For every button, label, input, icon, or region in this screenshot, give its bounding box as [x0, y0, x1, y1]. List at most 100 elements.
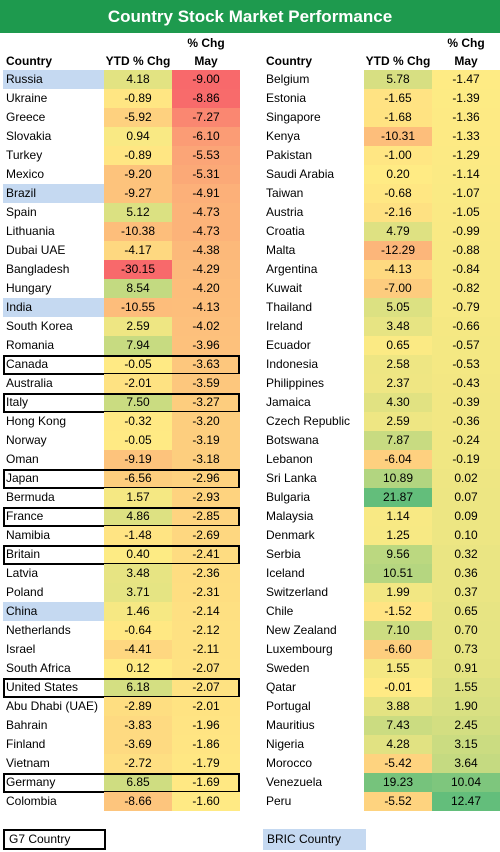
table-row: Bermuda 1.57 -2.93 — [3, 488, 240, 507]
country-cell: Latvia — [6, 566, 39, 580]
may-cell: -1.86 — [172, 735, 240, 754]
ytd-cell: -7.00 — [364, 279, 432, 298]
country-cell: Vietnam — [6, 756, 50, 770]
country-cell: Bulgaria — [266, 490, 311, 504]
ytd-cell: 7.10 — [364, 621, 432, 640]
may-cell: -2.01 — [172, 697, 240, 716]
may-cell: 2.45 — [432, 716, 500, 735]
country-cell: Hungary — [6, 281, 52, 295]
country-cell: Nigeria — [266, 737, 305, 751]
table-row: Russia 4.18 -9.00 — [3, 70, 240, 89]
table-row: India -10.55 -4.13 — [3, 298, 240, 317]
table-row: Vietnam -2.72 -1.79 — [3, 754, 240, 773]
country-cell: Norway — [6, 433, 47, 447]
may-cell: -5.31 — [172, 165, 240, 184]
may-cell: -5.53 — [172, 146, 240, 165]
may-cell: 10.04 — [432, 773, 500, 792]
country-cell: Dubai UAE — [6, 243, 66, 257]
ytd-cell: 4.18 — [104, 70, 172, 89]
may-cell: -0.43 — [432, 374, 500, 393]
country-cell: Australia — [6, 376, 53, 390]
table-row: Portugal 3.88 1.90 — [263, 697, 500, 716]
table-row: Estonia -1.65 -1.39 — [263, 89, 500, 108]
may-cell: -9.00 — [172, 70, 240, 89]
country-cell: Sri Lanka — [266, 471, 317, 485]
table-row: France 4.86 -2.85 — [3, 507, 240, 526]
ytd-cell: -9.19 — [104, 450, 172, 469]
country-cell: Greece — [6, 110, 46, 124]
country-cell: Denmark — [266, 528, 315, 542]
table-row: Saudi Arabia 0.20 -1.14 — [263, 165, 500, 184]
table-row: Namibia -1.48 -2.69 — [3, 526, 240, 545]
ytd-cell: 1.14 — [364, 507, 432, 526]
table-row: Colombia -8.66 -1.60 — [3, 792, 240, 811]
may-cell: -0.99 — [432, 222, 500, 241]
ytd-cell: 6.85 — [104, 773, 172, 792]
ytd-cell: 4.28 — [364, 735, 432, 754]
country-header-right: Country — [266, 54, 312, 68]
may-cell: -1.96 — [172, 716, 240, 735]
may-cell: -1.05 — [432, 203, 500, 222]
country-cell: Hong Kong — [6, 414, 67, 428]
ytd-cell: 0.20 — [364, 165, 432, 184]
may-cell: -4.73 — [172, 222, 240, 241]
ytd-cell: -9.27 — [104, 184, 172, 203]
may-cell: -0.82 — [432, 279, 500, 298]
table-row: Taiwan -0.68 -1.07 — [263, 184, 500, 203]
country-cell: Britain — [6, 547, 41, 561]
ytd-cell: -3.83 — [104, 716, 172, 735]
may-cell: -1.60 — [172, 792, 240, 811]
table-row: Peru -5.52 12.47 — [263, 792, 500, 811]
ytd-cell: -0.68 — [364, 184, 432, 203]
ytd-cell: -2.16 — [364, 203, 432, 222]
country-cell: Oman — [6, 452, 39, 466]
table-row: Kenya -10.31 -1.33 — [263, 127, 500, 146]
may-cell: -1.39 — [432, 89, 500, 108]
table-row: Bangladesh -30.15 -4.29 — [3, 260, 240, 279]
ytd-cell: -9.20 — [104, 165, 172, 184]
country-header-left: Country — [6, 54, 52, 68]
table-row: Czech Republic 2.59 -0.36 — [263, 412, 500, 431]
ytd-cell: -10.31 — [364, 127, 432, 146]
ytd-cell: -4.17 — [104, 241, 172, 260]
may-cell: 0.10 — [432, 526, 500, 545]
country-cell: Turkey — [6, 148, 43, 162]
ytd-cell: 4.79 — [364, 222, 432, 241]
country-cell: Japan — [6, 471, 39, 485]
country-cell: France — [6, 509, 44, 523]
ytd-cell: -1.68 — [364, 108, 432, 127]
may-cell: -3.96 — [172, 336, 240, 355]
may-cell: 0.07 — [432, 488, 500, 507]
may-cell: -6.10 — [172, 127, 240, 146]
ytd-cell: 5.12 — [104, 203, 172, 222]
table-row: Kuwait -7.00 -0.82 — [263, 279, 500, 298]
country-cell: Germany — [6, 775, 56, 789]
ytd-cell: -0.01 — [364, 678, 432, 697]
may-cell: -0.57 — [432, 336, 500, 355]
table-row: Botswana 7.87 -0.24 — [263, 431, 500, 450]
country-cell: Mexico — [6, 167, 45, 181]
may-cell: -4.29 — [172, 260, 240, 279]
ytd-cell: -4.41 — [104, 640, 172, 659]
table-row: Germany 6.85 -1.69 — [3, 773, 240, 792]
may-cell: -4.13 — [172, 298, 240, 317]
table-row: Nigeria 4.28 3.15 — [263, 735, 500, 754]
table-row: Belgium 5.78 -1.47 — [263, 70, 500, 89]
ytd-cell: 3.88 — [364, 697, 432, 716]
may-cell: 0.91 — [432, 659, 500, 678]
table-row: New Zealand 7.10 0.70 — [263, 621, 500, 640]
ytd-cell: 2.59 — [104, 317, 172, 336]
country-cell: Kuwait — [266, 281, 303, 295]
may-cell: -1.29 — [432, 146, 500, 165]
table-row: Britain 0.40 -2.41 — [3, 545, 240, 564]
ytd-cell: -1.48 — [104, 526, 172, 545]
country-cell: Chile — [266, 604, 294, 618]
may-cell: -4.73 — [172, 203, 240, 222]
may-cell: 1.90 — [432, 697, 500, 716]
table-row: South Korea 2.59 -4.02 — [3, 317, 240, 336]
ytd-cell: -2.01 — [104, 374, 172, 393]
may-cell: -2.07 — [172, 678, 240, 697]
ytd-cell: 1.57 — [104, 488, 172, 507]
ytd-cell: 1.25 — [364, 526, 432, 545]
ytd-cell: 2.59 — [364, 412, 432, 431]
